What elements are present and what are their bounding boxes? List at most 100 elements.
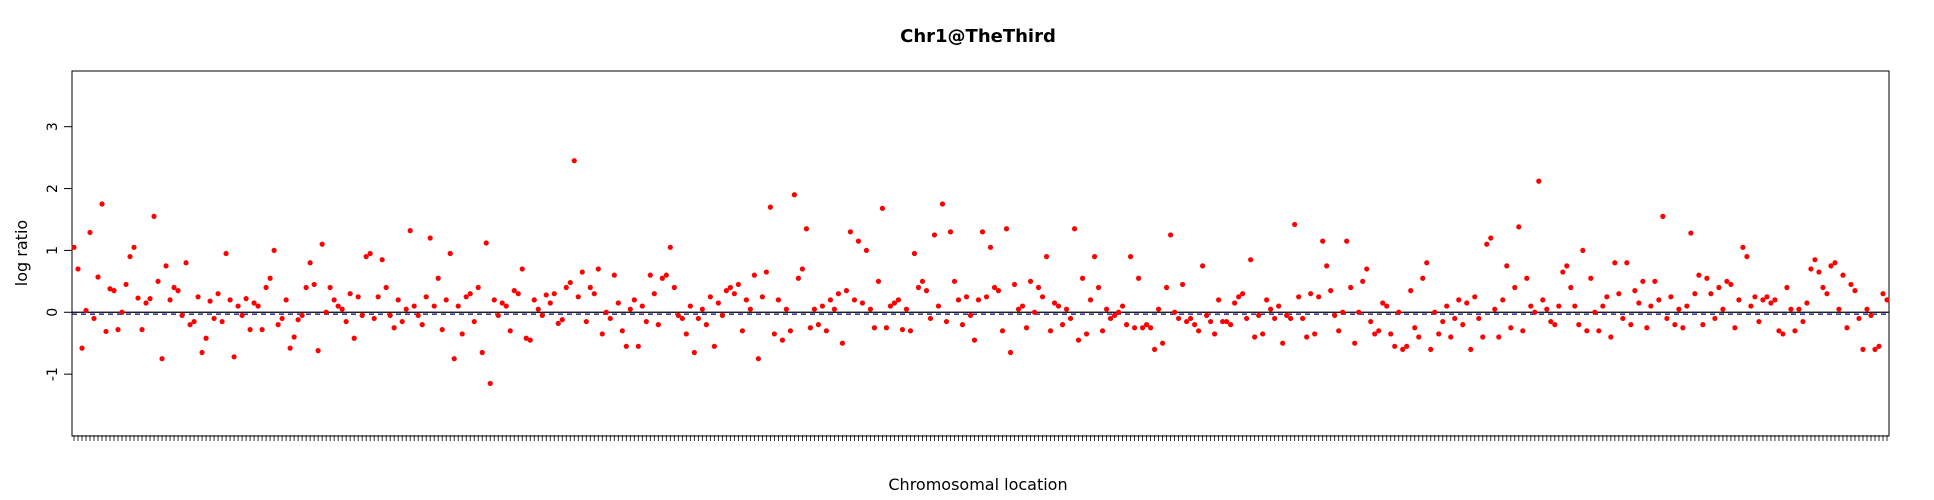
data-point xyxy=(595,266,601,272)
data-point xyxy=(667,244,673,250)
data-point xyxy=(1308,291,1314,297)
data-point xyxy=(771,331,777,337)
data-point xyxy=(507,328,513,334)
data-point xyxy=(1696,272,1702,278)
data-point xyxy=(179,312,185,318)
data-point xyxy=(1600,303,1606,309)
data-point xyxy=(1083,331,1090,337)
data-point xyxy=(331,297,337,303)
data-point xyxy=(879,205,886,211)
data-point xyxy=(1035,284,1042,291)
data-point xyxy=(499,300,505,306)
data-point xyxy=(1792,328,1798,334)
data-point xyxy=(1236,294,1242,300)
data-point xyxy=(71,244,77,250)
data-point xyxy=(583,318,589,325)
data-point xyxy=(903,306,910,312)
data-point xyxy=(207,298,213,304)
data-point xyxy=(1316,294,1322,300)
data-point xyxy=(235,303,241,309)
data-point xyxy=(1692,291,1698,297)
data-point xyxy=(759,294,765,300)
data-point xyxy=(991,284,998,291)
data-point xyxy=(835,291,842,297)
data-point xyxy=(467,291,473,297)
data-point xyxy=(223,250,229,257)
data-point xyxy=(451,356,457,362)
data-point xyxy=(1552,322,1558,328)
data-point xyxy=(1039,294,1046,300)
data-point xyxy=(579,269,585,275)
data-point xyxy=(439,326,445,333)
data-point xyxy=(659,275,665,281)
data-point xyxy=(1596,328,1602,334)
data-point xyxy=(291,334,297,340)
data-point xyxy=(1176,315,1182,322)
data-point xyxy=(743,297,749,303)
data-point xyxy=(735,281,741,288)
data-point xyxy=(1824,291,1830,297)
y-tick-label: -1 xyxy=(45,367,61,381)
data-point xyxy=(1224,318,1230,325)
data-point xyxy=(211,315,217,322)
data-point xyxy=(891,300,898,306)
data-point xyxy=(147,296,153,302)
data-point xyxy=(1147,325,1154,331)
data-point xyxy=(1688,230,1694,236)
data-point xyxy=(1452,315,1458,322)
data-point xyxy=(967,312,974,318)
data-point xyxy=(1204,312,1210,318)
data-point xyxy=(143,300,149,306)
data-points xyxy=(71,158,1890,387)
data-point xyxy=(1524,275,1530,281)
data-point xyxy=(475,284,481,291)
data-point xyxy=(1880,291,1886,297)
data-point xyxy=(531,297,537,303)
data-point xyxy=(651,291,657,297)
data-point xyxy=(1280,340,1286,346)
data-point xyxy=(1007,349,1014,356)
data-point xyxy=(575,294,581,300)
data-point xyxy=(1852,288,1858,294)
data-point xyxy=(899,326,906,333)
data-point xyxy=(227,297,233,303)
data-point xyxy=(1512,284,1518,291)
data-point xyxy=(1019,303,1026,309)
reference-lines xyxy=(72,311,1889,315)
data-point xyxy=(435,275,441,281)
data-point xyxy=(303,284,309,291)
plot-frame xyxy=(71,70,1890,437)
data-point xyxy=(159,356,165,362)
y-axis-label: log ratio xyxy=(12,220,31,286)
data-point xyxy=(1724,278,1730,284)
data-point xyxy=(287,345,293,351)
data-point xyxy=(1127,253,1134,260)
data-point xyxy=(323,309,329,315)
data-point xyxy=(1504,263,1510,269)
data-point xyxy=(1608,334,1614,340)
data-point xyxy=(875,278,882,284)
data-point xyxy=(175,288,181,294)
data-point xyxy=(947,229,954,235)
data-point xyxy=(1668,294,1674,300)
data-point xyxy=(1240,291,1246,297)
data-point xyxy=(427,235,433,241)
data-point xyxy=(1079,275,1086,281)
data-point xyxy=(1212,331,1218,337)
data-point xyxy=(663,272,669,278)
data-point xyxy=(939,201,946,207)
data-point xyxy=(1440,318,1446,325)
data-point xyxy=(1812,257,1818,263)
data-point xyxy=(1632,288,1638,294)
data-point xyxy=(1015,306,1022,312)
data-point xyxy=(163,263,169,269)
data-point xyxy=(471,318,477,325)
data-point xyxy=(895,297,902,303)
data-point xyxy=(1796,306,1802,312)
data-point xyxy=(935,303,942,309)
data-point xyxy=(1560,269,1566,275)
data-point xyxy=(1364,266,1370,272)
data-point xyxy=(999,328,1006,334)
